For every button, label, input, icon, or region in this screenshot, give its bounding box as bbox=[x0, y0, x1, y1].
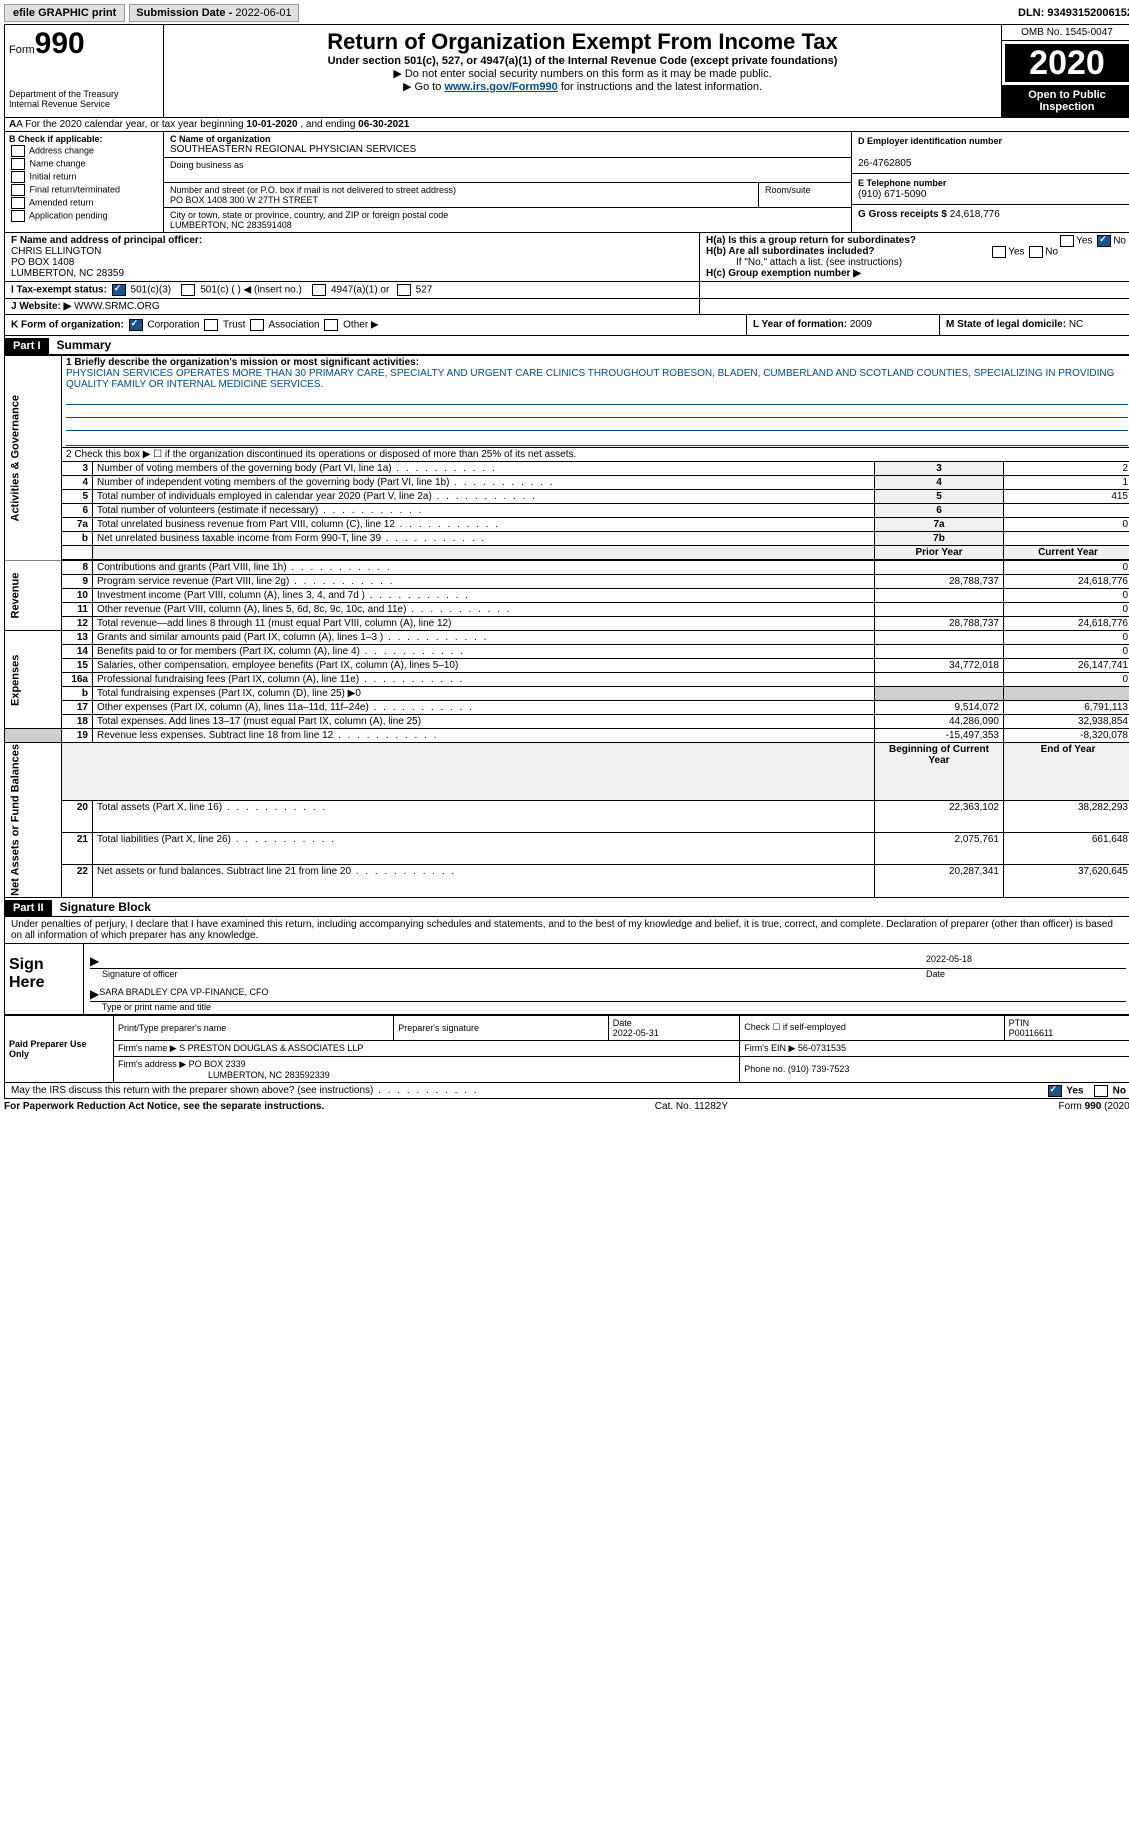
table-row: 11Other revenue (Part VIII, column (A), … bbox=[5, 603, 1129, 617]
col-b-checkboxes: B Check if applicable: Address change Na… bbox=[5, 132, 164, 232]
table-row: 9Program service revenue (Part VIII, lin… bbox=[5, 575, 1129, 589]
form-header: Form990 Department of the Treasury Inter… bbox=[4, 24, 1129, 118]
table-row: 22Net assets or fund balances. Subtract … bbox=[5, 865, 1129, 897]
table-row: 4Number of independent voting members of… bbox=[5, 476, 1129, 490]
table-row: bTotal fundraising expenses (Part IX, co… bbox=[5, 687, 1129, 701]
paid-preparer-label: Paid Preparer Use Only bbox=[5, 1015, 114, 1082]
section-f-h: F Name and address of principal officer:… bbox=[4, 233, 1129, 282]
firm-phone: (910) 739-7523 bbox=[788, 1064, 850, 1074]
preparer-table: Paid Preparer Use Only Print/Type prepar… bbox=[4, 1015, 1129, 1083]
firm-ein: 56-0731535 bbox=[798, 1043, 846, 1053]
org-address: PO BOX 1408 300 W 27TH STREET bbox=[170, 195, 318, 205]
table-row: 16aProfessional fundraising fees (Part I… bbox=[5, 673, 1129, 687]
part1-table: Activities & Governance 1 Briefly descri… bbox=[4, 355, 1129, 898]
table-row: 19Revenue less expenses. Subtract line 1… bbox=[5, 729, 1129, 743]
firm-name: S PRESTON DOUGLAS & ASSOCIATES LLP bbox=[179, 1043, 363, 1053]
gross-receipts: 24,618,776 bbox=[950, 209, 1000, 220]
table-row: bNet unrelated business taxable income f… bbox=[5, 532, 1129, 546]
tax-year: 2020 bbox=[1002, 41, 1129, 85]
org-city: LUMBERTON, NC 283591408 bbox=[170, 220, 292, 230]
row-a-period: AA For the 2020 calendar year, or tax ye… bbox=[4, 118, 1129, 132]
table-row: 14Benefits paid to or for members (Part … bbox=[5, 645, 1129, 659]
prep-date: 2022-05-31 bbox=[613, 1028, 659, 1038]
table-row: 5Total number of individuals employed in… bbox=[5, 490, 1129, 504]
officer-name: CHRIS ELLINGTON bbox=[11, 246, 101, 257]
signature-date: 2022-05-18 bbox=[926, 954, 1126, 968]
website: WWW.SRMC.ORG bbox=[74, 301, 160, 312]
table-row: 3Number of voting members of the governi… bbox=[5, 462, 1129, 476]
org-name: SOUTHEASTERN REGIONAL PHYSICIAN SERVICES bbox=[170, 144, 416, 155]
section-j: J Website: ▶ WWW.SRMC.ORG bbox=[4, 299, 1129, 315]
header-center: Return of Organization Exempt From Incom… bbox=[164, 25, 1001, 117]
table-row: 6Total number of volunteers (estimate if… bbox=[5, 504, 1129, 518]
mission-text: PHYSICIAN SERVICES OPERATES MORE THAN 30… bbox=[66, 368, 1114, 390]
dln: DLN: 93493152006152 bbox=[1018, 7, 1129, 19]
efile-print-button[interactable]: efile GRAPHIC print bbox=[4, 4, 125, 22]
sign-here-label: Sign Here bbox=[5, 944, 84, 1014]
submission-date: Submission Date - 2022-06-01 bbox=[129, 4, 298, 22]
top-bar: efile GRAPHIC print Submission Date - 20… bbox=[4, 4, 1129, 22]
signature-block: Under penalties of perjury, I declare th… bbox=[4, 917, 1129, 1015]
table-row: 7aTotal unrelated business revenue from … bbox=[5, 518, 1129, 532]
part1-header: Part ISummary bbox=[4, 336, 1129, 355]
part2-header: Part IISignature Block bbox=[4, 898, 1129, 917]
phone: (910) 671-5090 bbox=[858, 189, 926, 200]
header-right: OMB No. 1545-0047 2020 Open to Public In… bbox=[1001, 25, 1129, 117]
table-row: 15Salaries, other compensation, employee… bbox=[5, 659, 1129, 673]
instructions-link[interactable]: www.irs.gov/Form990 bbox=[444, 81, 557, 93]
section-klm: K Form of organization: Corporation Trus… bbox=[4, 315, 1129, 336]
table-row: 18Total expenses. Add lines 13–17 (must … bbox=[5, 715, 1129, 729]
discuss-row: May the IRS discuss this return with the… bbox=[4, 1083, 1129, 1099]
ptin: P00116611 bbox=[1009, 1028, 1054, 1038]
header-left: Form990 Department of the Treasury Inter… bbox=[5, 25, 164, 117]
table-row: 20Total assets (Part X, line 16)22,363,1… bbox=[5, 800, 1129, 832]
form-title: Return of Organization Exempt From Incom… bbox=[170, 29, 995, 55]
page-footer: For Paperwork Reduction Act Notice, see … bbox=[4, 1099, 1129, 1114]
table-row: 21Total liabilities (Part X, line 26)2,0… bbox=[5, 833, 1129, 865]
ein: 26-4762805 bbox=[858, 158, 911, 169]
side-label-gov: Activities & Governance bbox=[5, 356, 62, 561]
table-row: 10Investment income (Part VIII, column (… bbox=[5, 589, 1129, 603]
side-label-net: Net Assets or Fund Balances bbox=[5, 743, 62, 898]
table-row: 12Total revenue—add lines 8 through 11 (… bbox=[5, 617, 1129, 631]
section-b-g: B Check if applicable: Address change Na… bbox=[4, 132, 1129, 233]
table-row: 17Other expenses (Part IX, column (A), l… bbox=[5, 701, 1129, 715]
side-label-exp: Expenses bbox=[5, 631, 62, 729]
side-label-rev: Revenue bbox=[5, 560, 62, 631]
officer-printed-name: SARA BRADLEY CPA VP-FINANCE, CFO bbox=[99, 987, 268, 1001]
section-i: I Tax-exempt status: 501(c)(3) 501(c) ( … bbox=[4, 282, 1129, 299]
